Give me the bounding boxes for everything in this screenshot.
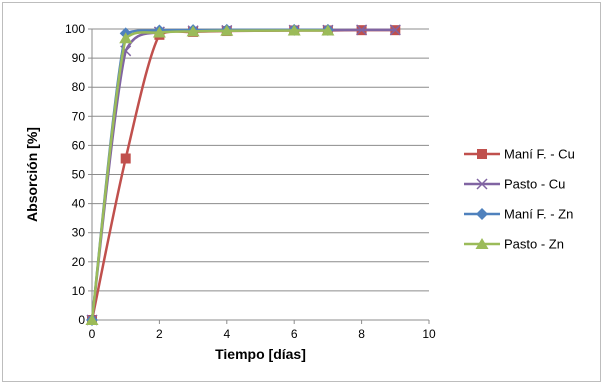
legend-item: Maní F. - Cu (464, 147, 575, 162)
y-tick-label: 10 (72, 284, 86, 298)
y-tick-label: 30 (72, 226, 86, 240)
data-point (152, 26, 166, 38)
legend-label: Pasto - Cu (504, 177, 565, 192)
y-tick-label: 0 (78, 313, 85, 327)
chart-frame: 0 10 20 30 40 50 60 70 80 90 100 0 2 4 6 8 10 Tiempo [d… (2, 2, 601, 382)
legend-marker (476, 178, 488, 190)
legend-label: Maní F. - Cu (504, 147, 575, 162)
y-tick-label: 80 (72, 80, 86, 94)
y-tick-label: 90 (72, 51, 86, 65)
series-line (90, 28, 396, 321)
x-tick-label: 4 (223, 327, 230, 341)
x-tick-label: 10 (422, 327, 436, 341)
data-point (321, 24, 335, 36)
axes (88, 28, 430, 324)
y-tick-label: 70 (72, 109, 86, 123)
legend-label: Maní F. - Zn (504, 207, 573, 222)
legend-item: Pasto - Cu (464, 177, 565, 192)
data-point (389, 24, 401, 36)
legend-marker (477, 149, 487, 159)
y-axis-title: Absorción [%] (24, 127, 40, 222)
y-tick-labels: 0 10 20 30 40 50 60 70 80 90 100 (65, 22, 85, 327)
x-tick-label: 8 (358, 327, 365, 341)
x-axis-title: Tiempo [días] (215, 346, 306, 362)
data-point (287, 24, 301, 36)
legend-marker (475, 238, 489, 249)
line-chart: 0 10 20 30 40 50 60 70 80 90 100 0 2 4 6 8 10 Tiempo [d… (24, 22, 575, 362)
legend-marker (476, 208, 488, 220)
legend: Maní F. - Cu Pasto - Cu Maní F. - Zn Pasto … (464, 147, 575, 252)
legend-label: Pasto - Zn (504, 237, 564, 252)
data-point (220, 24, 234, 36)
data-point (85, 314, 99, 325)
y-tick-label: 100 (65, 22, 85, 36)
y-tick-label: 50 (72, 168, 86, 182)
series-1 (87, 25, 401, 325)
series-4 (85, 24, 335, 325)
data-point (356, 24, 368, 36)
x-tick-label: 0 (89, 327, 96, 341)
legend-item: Maní F. - Zn (464, 207, 573, 222)
x-tick-labels: 0 2 4 6 8 10 (89, 327, 436, 341)
y-tick-label: 60 (72, 138, 86, 152)
legend-item: Pasto - Zn (464, 237, 564, 252)
data-point (120, 153, 131, 164)
gridlines (92, 28, 429, 292)
data-point (119, 32, 133, 44)
series-line (90, 29, 328, 321)
data-point (186, 25, 200, 37)
y-tick-label: 20 (72, 255, 86, 269)
x-tick-label: 2 (156, 327, 163, 341)
series-group (85, 23, 401, 326)
y-tick-label: 40 (72, 197, 86, 211)
x-tick-label: 6 (291, 327, 298, 341)
